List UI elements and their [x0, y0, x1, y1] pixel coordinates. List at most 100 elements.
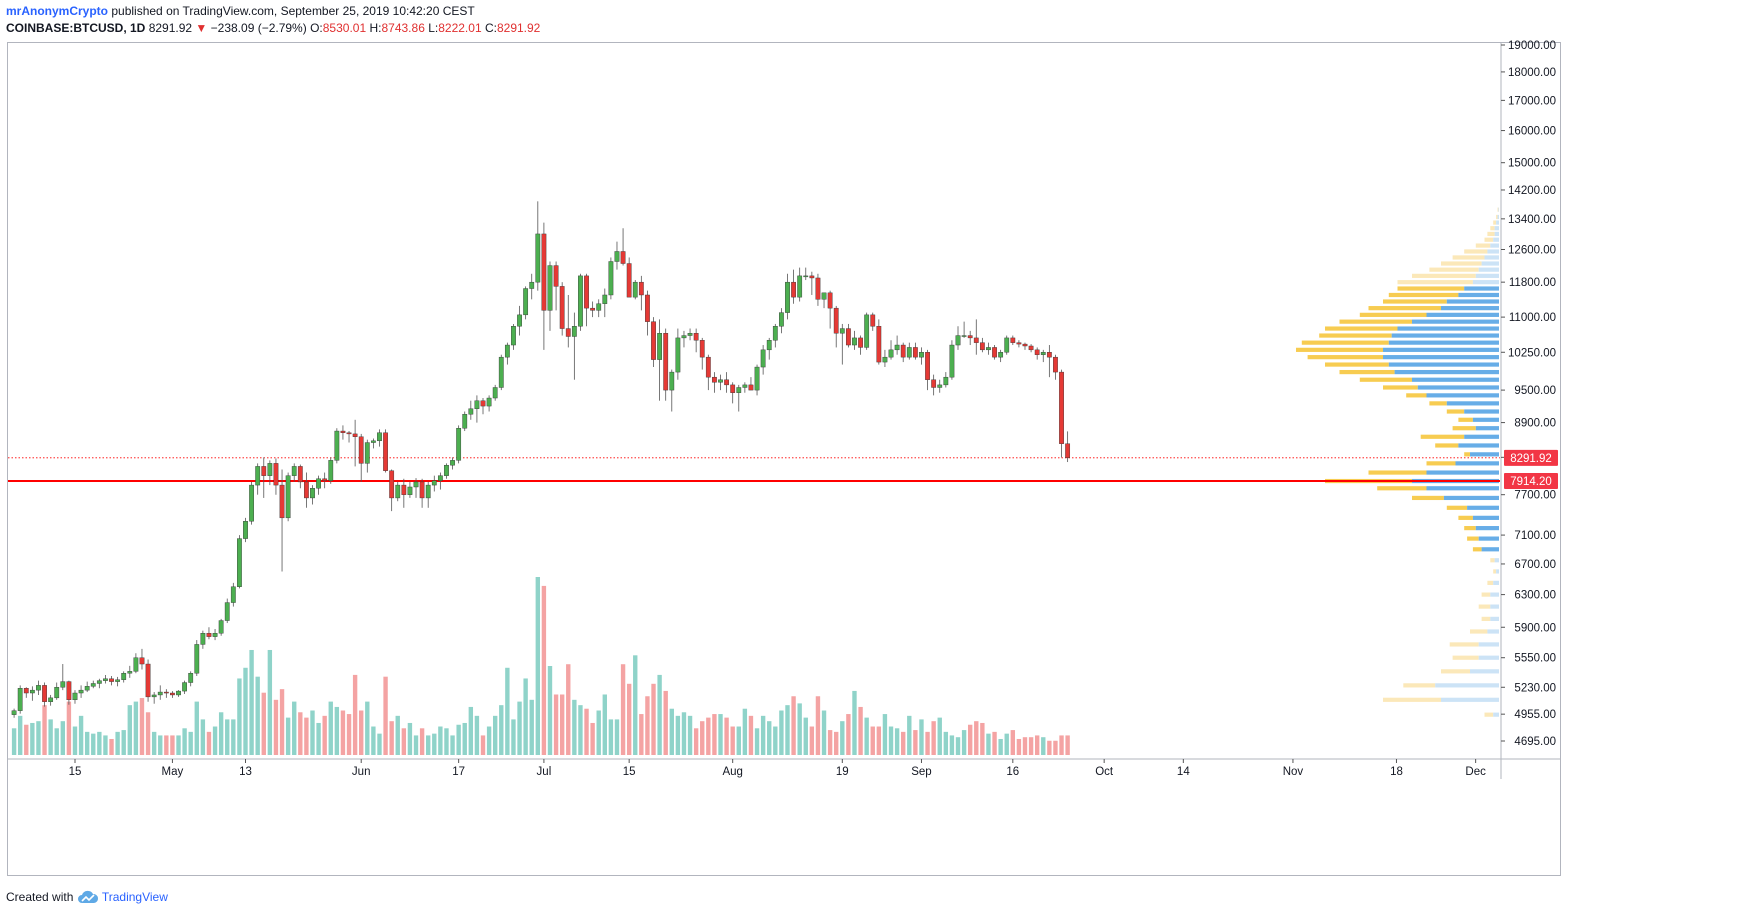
candle-body — [279, 484, 285, 519]
candle-body — [1004, 337, 1010, 353]
vp-sell-row — [1478, 604, 1491, 609]
vp-buy-row — [1490, 616, 1499, 621]
candle-body — [979, 342, 985, 351]
volume-bar — [36, 721, 41, 755]
price-tick-label: 14200.00 — [1508, 185, 1556, 197]
candle-body — [206, 633, 212, 637]
candle-body — [78, 689, 84, 694]
candle-body — [133, 657, 139, 672]
vp-sell-row — [1383, 299, 1447, 304]
vp-sell-row — [1449, 642, 1479, 647]
volume-bar — [785, 705, 790, 755]
volume-bar — [754, 728, 760, 755]
volume-bar — [261, 692, 266, 755]
candle-body — [273, 463, 279, 486]
candle-body — [888, 349, 894, 358]
vp-sell-row — [1481, 592, 1491, 597]
candle-body — [815, 277, 821, 300]
vp-sell-row — [1397, 280, 1473, 285]
time-axis[interactable]: 15 May 13 Jun 17 Jul 15 Aug 19 Sep 16 Oct 14 Nov 18 Dec — [8, 758, 1560, 778]
volume-bar — [438, 726, 443, 755]
volume-bar — [815, 696, 821, 755]
close-label: C: — [484, 21, 497, 35]
price-tick-label: 15000.00 — [1508, 158, 1556, 170]
volume-bar — [84, 731, 90, 755]
volume-bar — [681, 712, 687, 755]
candle-body — [170, 692, 175, 696]
candle-body — [151, 694, 157, 698]
volume-bar — [967, 724, 973, 755]
price-axis[interactable]: 19000.00 18000.00 17000.00 16000.00 15000.00… — [1500, 40, 1558, 779]
volume-bar — [1022, 737, 1028, 755]
volume-bar — [249, 649, 254, 755]
volume-bar — [188, 731, 193, 755]
vp-buy-row — [1455, 461, 1499, 466]
chart-frame[interactable] — [7, 42, 1561, 876]
candle-body — [967, 335, 973, 339]
volume-bar — [182, 728, 187, 755]
volume-bar — [243, 667, 248, 755]
vp-buy-row — [1470, 452, 1499, 457]
volume-bar — [237, 678, 242, 755]
high-value: 8743.86 — [381, 21, 425, 35]
candle-body — [352, 433, 358, 437]
candle-body — [370, 440, 376, 443]
volume-bar — [663, 690, 668, 755]
tradingview-cloud-icon — [77, 890, 99, 907]
vp-sell-row — [1388, 292, 1459, 298]
open-label: O: — [310, 21, 323, 35]
volume-bar — [468, 706, 474, 755]
candles — [11, 201, 1071, 718]
price-tick-label: 10250.00 — [1508, 347, 1556, 359]
time-tick-label: Jun — [352, 766, 371, 778]
volume-bar — [718, 714, 723, 755]
candle-body — [687, 333, 693, 336]
author-link[interactable]: mrAnonymCrypto — [6, 4, 109, 18]
candle-body — [961, 335, 967, 337]
volume-bar — [858, 706, 863, 755]
volume-bar — [992, 731, 997, 755]
vp-buy-row — [1494, 226, 1499, 231]
volume-bar — [346, 714, 352, 755]
volume-bar — [72, 726, 78, 755]
time-tick-label: Dec — [1465, 766, 1486, 778]
candle-body — [785, 281, 790, 313]
volume-bar — [505, 667, 510, 755]
candle-body — [517, 314, 522, 327]
volume-bar — [401, 728, 407, 755]
vp-sell-row — [1452, 426, 1476, 431]
volume-bar — [285, 717, 291, 755]
vp-buy-row — [1412, 319, 1499, 324]
volume-bar — [1016, 738, 1022, 755]
candle-body — [310, 488, 315, 499]
vp-sell-row — [1359, 312, 1427, 317]
candle-body — [401, 484, 407, 495]
volume-bar — [103, 735, 108, 755]
candle-body — [578, 275, 583, 327]
vp-sell-row — [1487, 231, 1495, 237]
volume-bar — [444, 728, 449, 755]
vp-buy-row — [1397, 326, 1499, 331]
candle-body — [1059, 371, 1064, 444]
vp-buy-row — [1388, 362, 1499, 367]
volume-bar — [279, 689, 285, 755]
candle-body — [699, 340, 705, 358]
price-tick-label: 9500.00 — [1514, 385, 1556, 397]
tradingview-link[interactable]: TradingView — [101, 890, 168, 904]
candle-body — [1010, 337, 1016, 343]
volume-bar — [267, 649, 273, 755]
high-label: H: — [369, 21, 382, 35]
candle-body — [297, 466, 303, 483]
vp-sell-row — [1296, 347, 1383, 352]
volume-bar — [334, 706, 340, 755]
volume-bar — [407, 722, 413, 755]
candle-body — [444, 464, 449, 476]
vp-sell-row — [1429, 401, 1447, 406]
candle-body — [912, 347, 918, 358]
volume-bars — [11, 577, 1070, 755]
volume-bar — [937, 717, 942, 755]
volume-bar — [176, 735, 181, 755]
vp-buy-row — [1470, 669, 1499, 674]
vp-sell-row — [1412, 273, 1476, 278]
